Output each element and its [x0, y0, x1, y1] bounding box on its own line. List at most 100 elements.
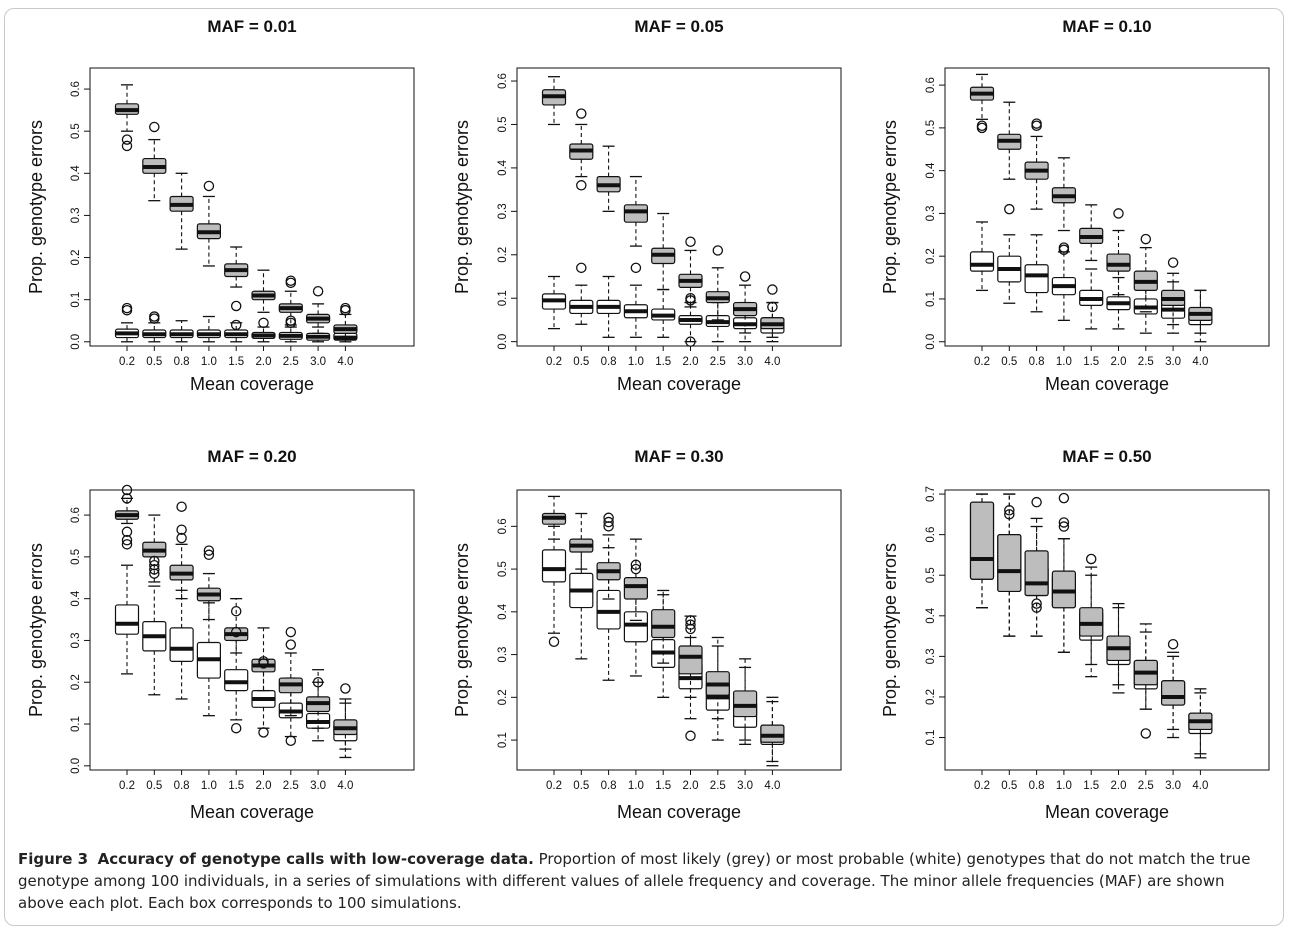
y-tick-label: 0.6 — [70, 81, 82, 97]
box-white — [569, 538, 594, 660]
box-grey — [541, 76, 567, 126]
y-tick-label: 0.5 — [70, 123, 82, 139]
y-tick-label: 0.0 — [497, 334, 509, 350]
outlier-point — [1004, 203, 1015, 215]
box-grey — [760, 700, 785, 763]
y-tick-label: 0.4 — [925, 607, 937, 624]
box-grey — [623, 175, 649, 247]
x-tick-label: 2.0 — [1111, 780, 1127, 792]
x-tick-label: 0.5 — [146, 780, 162, 792]
box-white — [114, 564, 140, 675]
box-grey — [651, 212, 676, 291]
x-tick-label: 2.0 — [256, 356, 272, 368]
outlier-point — [203, 180, 215, 192]
box-grey — [169, 501, 194, 600]
y-tick-label: 0.2 — [497, 689, 509, 705]
box-grey — [569, 108, 594, 191]
box-body — [541, 549, 567, 583]
plot-frame — [944, 67, 1270, 347]
outlier-point — [121, 140, 133, 152]
x-tick-label: 1.5 — [228, 356, 244, 368]
y-axis-label: Prop. genotype errors — [26, 543, 46, 717]
x-tick-label: 0.2 — [546, 780, 562, 792]
x-tick-label: 3.0 — [1165, 780, 1181, 792]
box-grey — [1188, 688, 1213, 755]
outlier-point — [739, 271, 751, 282]
x-tick-label: 2.0 — [683, 780, 699, 792]
y-tick-label: 0.2 — [497, 247, 509, 263]
y-tick-label: 0.6 — [497, 73, 509, 89]
outlier-point — [576, 180, 587, 191]
y-tick-label: 0.5 — [925, 567, 937, 583]
box-grey — [678, 236, 703, 308]
y-tick-label: 0.3 — [497, 203, 509, 219]
outlier-point — [630, 559, 642, 571]
box-white — [705, 301, 730, 343]
chart-panel: MAF = 0.50 0.1 0.2 0.3 0.4 0.5 0.6 0.7 0.2 0.5 0.8… — [880, 447, 1270, 822]
outlier-point — [176, 524, 187, 535]
box-grey — [1024, 118, 1049, 210]
chart-title: MAF = 0.05 — [634, 17, 723, 36]
box-grey — [1106, 208, 1131, 296]
y-tick-label: 0.5 — [497, 561, 509, 577]
outlier-point — [176, 501, 187, 512]
box-grey — [1106, 602, 1131, 686]
x-axis-label: Mean coverage — [617, 802, 741, 822]
outlier-point — [285, 626, 297, 638]
outlier-point — [685, 336, 696, 347]
x-tick-label: 0.2 — [974, 356, 990, 368]
outlier-point — [285, 317, 297, 329]
plot-frame — [89, 489, 415, 771]
box-grey — [306, 669, 331, 729]
plot-frame — [516, 489, 842, 771]
x-tick-label: 0.5 — [146, 356, 162, 368]
y-tick-label: 0.6 — [925, 527, 937, 543]
outlier-point — [121, 539, 133, 550]
box-grey — [1079, 204, 1104, 262]
chart-title: MAF = 0.20 — [207, 447, 296, 466]
chart-panel: MAF = 0.10 0.0 0.1 0.2 0.3 0.4 0.5 0.6 0.2 0.5 0.8… — [880, 17, 1270, 394]
box-grey — [169, 172, 194, 250]
y-tick-label: 0.3 — [925, 648, 937, 664]
outlier-point — [149, 564, 160, 575]
y-axis-label: Prop. genotype errors — [452, 543, 472, 717]
box-grey — [997, 101, 1022, 180]
outlier-point — [230, 722, 242, 734]
box-body — [224, 669, 249, 692]
x-tick-label: 2.5 — [1138, 356, 1154, 368]
box-white — [169, 320, 194, 343]
box-grey — [705, 636, 730, 720]
x-axis-label: Mean coverage — [190, 374, 314, 394]
y-tick-label: 0.4 — [70, 590, 82, 607]
x-tick-label: 0.2 — [546, 356, 562, 368]
box-white — [224, 639, 249, 734]
x-tick-label: 2.5 — [710, 356, 726, 368]
y-tick-label: 0.3 — [925, 205, 937, 221]
box-white — [251, 664, 276, 738]
x-tick-label: 2.0 — [1111, 356, 1127, 368]
y-tick-label: 0.1 — [925, 291, 937, 307]
outlier-point — [149, 311, 160, 322]
outlier-point — [285, 639, 297, 650]
box-body — [969, 251, 995, 272]
y-axis-label: Prop. genotype errors — [452, 120, 472, 294]
x-tick-label: 4.0 — [337, 356, 353, 368]
x-tick-label: 2.5 — [710, 780, 726, 792]
x-tick-label: 0.5 — [573, 356, 589, 368]
x-tick-label: 0.8 — [601, 780, 617, 792]
chart-panel: MAF = 0.05 0.0 0.1 0.2 0.3 0.4 0.5 0.6 0.2 0.5 0.8… — [452, 17, 842, 394]
outlier-point — [576, 262, 587, 274]
x-tick-label: 4.0 — [764, 356, 780, 368]
box-white — [224, 300, 249, 343]
outlier-point — [258, 317, 269, 329]
figure-plots: MAF = 0.01 0.0 0.1 0.2 0.3 0.4 0.5 0.6 0.2 0.5 0.8… — [26, 17, 1270, 822]
box-grey — [651, 589, 676, 664]
y-tick-label: 0.2 — [70, 250, 82, 266]
y-tick-label: 0.4 — [497, 159, 509, 176]
chart-title: MAF = 0.10 — [1062, 17, 1151, 36]
x-tick-label: 3.0 — [310, 780, 326, 792]
box-grey — [114, 84, 140, 152]
box-grey — [678, 615, 703, 698]
chart-title: MAF = 0.01 — [207, 17, 296, 36]
box-grey — [1160, 257, 1186, 326]
